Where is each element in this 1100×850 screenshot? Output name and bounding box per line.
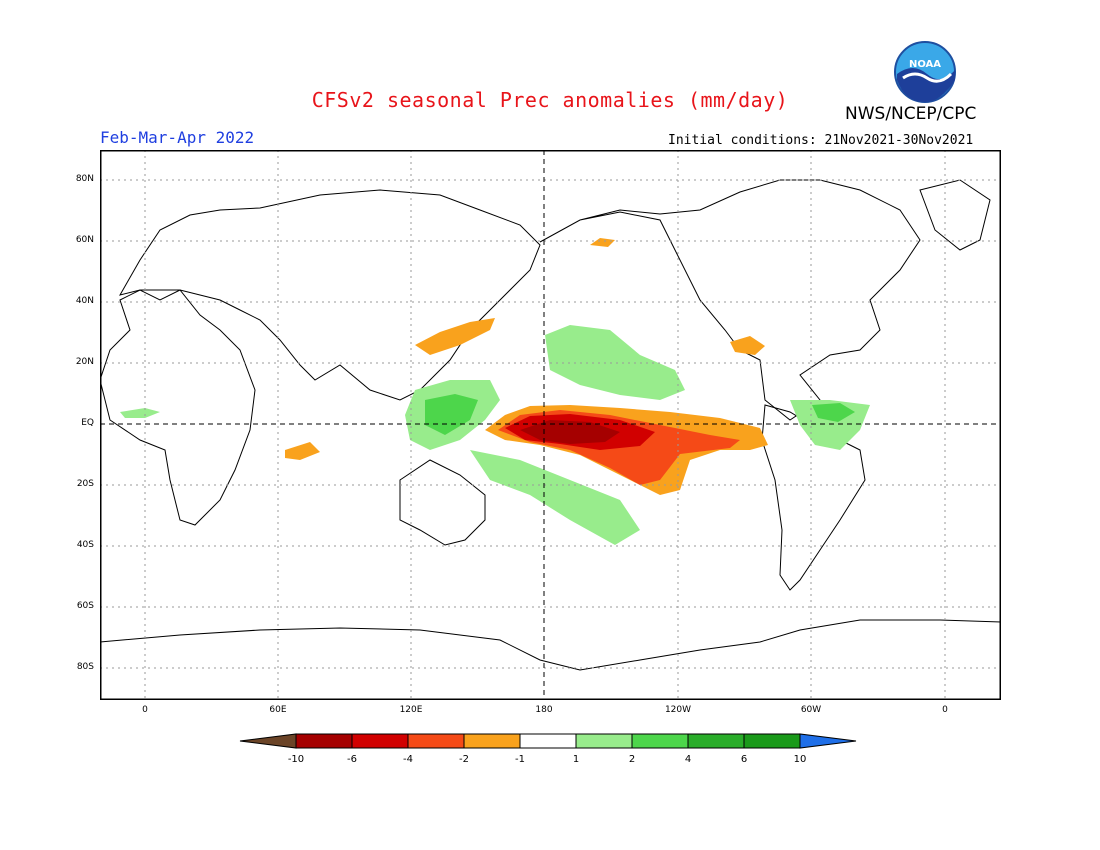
legend-label: 6 <box>741 754 747 765</box>
lon-label: 120W <box>664 705 692 715</box>
initial-conditions-label: Initial conditions: 21Nov2021-30Nov2021 <box>668 133 974 148</box>
legend-swatch <box>463 733 521 749</box>
lat-label: 60S <box>76 601 94 611</box>
legend-swatch <box>575 733 633 749</box>
wet-anomaly-regions <box>120 325 870 545</box>
dry-region-indian <box>285 442 320 460</box>
legend-label: 4 <box>685 754 691 765</box>
lat-label: 20N <box>75 357 94 367</box>
lon-label: 0 <box>142 705 148 715</box>
legend-swatch <box>407 733 465 749</box>
map-frame <box>100 150 1001 700</box>
legend-swatch <box>519 733 577 749</box>
legend-label: 2 <box>629 754 635 765</box>
wet-region-atlantic <box>120 408 160 418</box>
legend-label: -10 <box>288 754 304 765</box>
anomaly-map <box>100 150 1001 700</box>
chart-title: CFSv2 seasonal Prec anomalies (mm/day) <box>311 88 789 112</box>
period-label: Feb-Mar-Apr 2022 <box>100 128 255 147</box>
greenland-coast <box>919 179 991 251</box>
lon-label: 180 <box>535 705 553 715</box>
legend-swatch <box>631 733 689 749</box>
australia-coast <box>399 459 486 546</box>
north-america-coast <box>539 179 921 421</box>
dry-region-alaska <box>590 238 615 247</box>
lon-label: 60E <box>269 705 287 715</box>
legend-label: 1 <box>573 754 579 765</box>
legend-swatch <box>687 733 745 749</box>
lat-label: EQ <box>81 418 94 428</box>
legend-swatch <box>351 733 409 749</box>
legend-swatch <box>743 733 801 749</box>
legend-arrow-low <box>239 733 297 749</box>
eurasia-coast <box>118 189 541 401</box>
legend-label: -1 <box>515 754 525 765</box>
wet-region-north-pacific <box>545 325 685 400</box>
dry-region-gulf <box>730 336 765 355</box>
lon-label: 60W <box>800 705 822 715</box>
dry-region-nw-pacific <box>415 318 495 355</box>
lat-label: 60N <box>75 235 94 245</box>
wet-region-spcz <box>470 450 640 545</box>
antarctica-coast <box>100 619 1001 671</box>
agency-label: NWS/NCEP/CPC <box>845 104 977 124</box>
legend-arrow-high <box>799 733 857 749</box>
lat-label: 20S <box>76 479 94 489</box>
wet-region-amazon-core <box>812 403 855 422</box>
legend-label: -2 <box>459 754 469 765</box>
legend-label: 10 <box>794 754 807 765</box>
legend-label: -4 <box>403 754 413 765</box>
dry-core-extreme <box>520 420 620 444</box>
legend-swatch <box>295 733 353 749</box>
wet-region-maritime-core <box>425 394 478 435</box>
noaa-logo-icon: NOAA <box>894 41 956 103</box>
lat-label: 80N <box>75 174 94 184</box>
lon-label: 0 <box>942 705 948 715</box>
lat-label: 40N <box>75 296 94 306</box>
legend-label: -6 <box>347 754 357 765</box>
coastlines <box>100 179 1001 671</box>
europe-africa-coast <box>100 289 256 526</box>
color-legend: -10 -6 -4 -2 -1 1 2 4 6 10 <box>239 733 857 765</box>
lon-label: 120E <box>399 705 423 715</box>
noaa-logo-text: NOAA <box>909 59 941 70</box>
lat-label: 80S <box>76 662 94 672</box>
lat-label: 40S <box>76 540 94 550</box>
graticule <box>100 150 1001 700</box>
dry-anomaly-regions <box>285 238 768 495</box>
